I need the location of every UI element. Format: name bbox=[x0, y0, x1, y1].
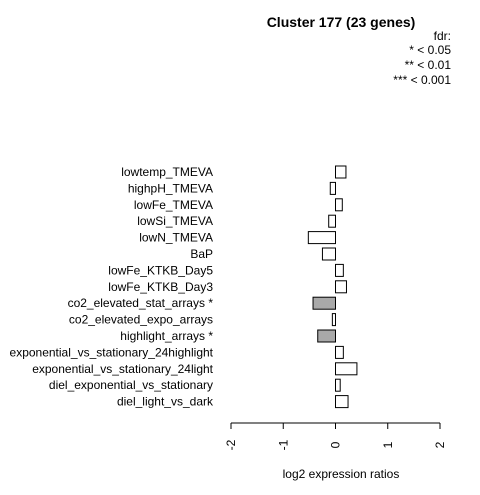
chart-title: Cluster 177 (23 genes) bbox=[267, 14, 416, 30]
bars bbox=[307, 165, 358, 409]
bar-14 bbox=[335, 378, 341, 392]
x-tick-label-5: 2 bbox=[433, 441, 447, 448]
bar-1 bbox=[335, 165, 347, 179]
bar-12 bbox=[335, 345, 344, 359]
x-tick-label-3: 0 bbox=[329, 441, 343, 448]
x-ticks: -2 -1 0 1 2 bbox=[224, 423, 447, 450]
x-axis-label: log2 expression ratios bbox=[283, 467, 400, 481]
bar-9 bbox=[312, 296, 337, 310]
category-label-10: co2_elevated_expo_arrays bbox=[69, 313, 213, 327]
category-label-11: highlight_arrays * bbox=[120, 329, 213, 343]
bar-8 bbox=[335, 280, 347, 294]
x-tick-label-1: -2 bbox=[224, 439, 238, 450]
bar-3 bbox=[335, 198, 343, 212]
category-label-5: lowN_TMEVA bbox=[139, 231, 213, 245]
category-label-8: lowFe_KTKB_Day3 bbox=[108, 280, 213, 294]
bar-10 bbox=[331, 313, 336, 327]
x-tick-label-4: 1 bbox=[381, 441, 395, 448]
bar-5 bbox=[307, 231, 336, 245]
bar-15 bbox=[335, 395, 349, 409]
legend-entry-3: *** < 0.001 bbox=[393, 73, 451, 87]
category-label-13: exponential_vs_stationary_24light bbox=[32, 362, 213, 376]
category-labels: lowtemp_TMEVA highpH_TMEVA lowFe_TMEVA lowS… bbox=[10, 165, 214, 409]
category-label-6: BaP bbox=[190, 247, 213, 261]
category-label-2: highpH_TMEVA bbox=[128, 181, 213, 195]
category-label-15: diel_light_vs_dark bbox=[117, 395, 214, 409]
category-label-7: lowFe_KTKB_Day5 bbox=[108, 263, 213, 277]
bar-7 bbox=[335, 263, 344, 277]
x-axis: -2 -1 0 1 2 bbox=[224, 422, 447, 450]
legend-entry-2: ** < 0.01 bbox=[405, 58, 452, 72]
legend-entry-1: * < 0.05 bbox=[409, 43, 451, 57]
bar-4 bbox=[328, 214, 336, 228]
category-label-14: diel_exponential_vs_stationary bbox=[49, 378, 213, 392]
x-tick-label-2: -1 bbox=[276, 439, 290, 450]
bar-11 bbox=[317, 329, 336, 343]
category-label-1: lowtemp_TMEVA bbox=[121, 165, 213, 179]
category-label-12: exponential_vs_stationary_24highlight bbox=[10, 345, 214, 359]
legend-title: fdr: bbox=[434, 29, 451, 43]
bar-6 bbox=[321, 247, 336, 261]
bar-2 bbox=[329, 181, 336, 195]
legend: fdr: * < 0.05 ** < 0.01 *** < 0.001 bbox=[393, 29, 451, 87]
category-label-3: lowFe_TMEVA bbox=[134, 198, 213, 212]
category-label-4: lowSi_TMEVA bbox=[137, 214, 213, 228]
category-label-9: co2_elevated_stat_arrays * bbox=[68, 296, 214, 310]
bar-13 bbox=[335, 362, 358, 376]
